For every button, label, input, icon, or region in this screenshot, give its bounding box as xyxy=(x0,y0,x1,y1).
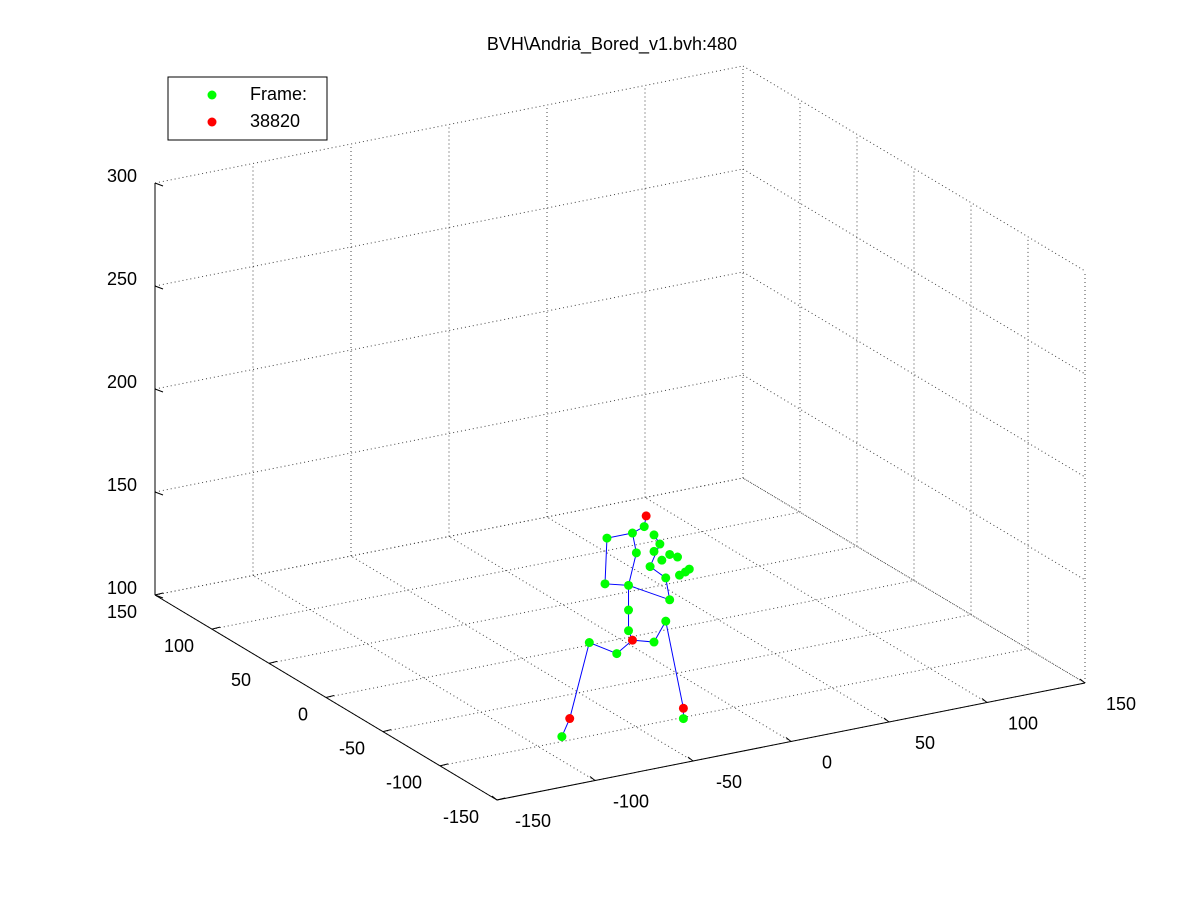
x-tick-label: 0 xyxy=(822,752,832,772)
point xyxy=(678,703,688,713)
z-tick xyxy=(154,594,164,599)
point xyxy=(649,546,659,556)
y-tick xyxy=(382,729,392,733)
legend-marker xyxy=(207,117,217,127)
grid-line xyxy=(252,575,596,781)
x-tick-label: -50 xyxy=(716,772,742,792)
legend-box xyxy=(167,76,328,141)
chart-title: BVH\Andria_Bored_v1.bvh:480 xyxy=(487,34,737,55)
z-tick-label: 250 xyxy=(107,269,137,289)
z-tick-label: 100 xyxy=(107,578,137,598)
point xyxy=(645,562,655,572)
legend-label: 38820 xyxy=(250,111,300,131)
point xyxy=(624,605,634,615)
point xyxy=(661,573,671,583)
grid-line xyxy=(742,477,1086,684)
point xyxy=(665,595,675,605)
point xyxy=(627,528,637,538)
point xyxy=(602,533,612,543)
x-tick-label: -100 xyxy=(613,791,649,811)
z-tick-label: 200 xyxy=(107,372,137,392)
grid-line xyxy=(448,536,792,742)
grid-line xyxy=(742,374,1086,581)
y-tick-label: 50 xyxy=(231,670,251,690)
y-tick xyxy=(496,797,506,801)
grid-line xyxy=(546,516,890,723)
y-tick xyxy=(325,695,335,698)
x-tick xyxy=(981,698,988,703)
bone-line xyxy=(604,532,633,586)
z-tick-label: 300 xyxy=(107,166,137,186)
legend-label: Frame: xyxy=(250,84,307,104)
point xyxy=(631,548,641,558)
z-tick xyxy=(154,182,164,187)
z-tick-label: 150 xyxy=(107,475,137,495)
point xyxy=(612,649,622,659)
point xyxy=(557,732,567,742)
y-tick xyxy=(154,592,164,596)
grid-line xyxy=(742,65,1086,272)
y-tick-label: -50 xyxy=(339,738,365,758)
y-tick-label: 150 xyxy=(107,602,137,622)
point xyxy=(565,714,575,724)
x-tick-label: -150 xyxy=(515,811,551,831)
point xyxy=(661,616,671,626)
grid-line xyxy=(350,555,694,762)
grid-line xyxy=(742,271,1086,478)
point xyxy=(639,522,649,532)
point xyxy=(584,638,594,648)
x-tick-label: 100 xyxy=(1008,713,1038,733)
point xyxy=(684,564,694,574)
x-tick xyxy=(491,795,498,801)
point xyxy=(641,511,651,521)
legend-marker xyxy=(207,90,217,100)
point xyxy=(649,530,659,540)
z-tick xyxy=(154,388,164,393)
point xyxy=(600,579,610,589)
y-tick xyxy=(211,626,221,630)
x-tick-label: 150 xyxy=(1106,694,1136,714)
point xyxy=(678,714,688,724)
y-tick-label: -150 xyxy=(443,807,479,827)
point xyxy=(665,549,675,559)
point xyxy=(624,580,634,590)
point xyxy=(674,570,684,580)
y-tick xyxy=(439,763,449,767)
x-tick xyxy=(1079,678,1086,684)
x-tick-label: 50 xyxy=(915,733,935,753)
point xyxy=(657,555,667,565)
point xyxy=(624,626,634,636)
y-tick-label: 0 xyxy=(298,704,308,724)
grid-line xyxy=(644,497,988,703)
point xyxy=(655,539,665,549)
grid-line xyxy=(742,168,1086,375)
x-tick xyxy=(687,756,694,762)
point xyxy=(673,552,683,562)
z-tick xyxy=(154,491,164,496)
legend: Frame: 38820 xyxy=(167,76,328,141)
point xyxy=(649,637,659,647)
z-tick xyxy=(154,285,164,290)
y-tick-label: 100 xyxy=(164,636,194,656)
point xyxy=(627,635,637,645)
y-tick-label: -100 xyxy=(386,773,422,793)
x-tick xyxy=(883,717,890,723)
x-tick xyxy=(589,776,596,781)
x-tick xyxy=(785,737,792,742)
y-tick xyxy=(268,660,278,664)
